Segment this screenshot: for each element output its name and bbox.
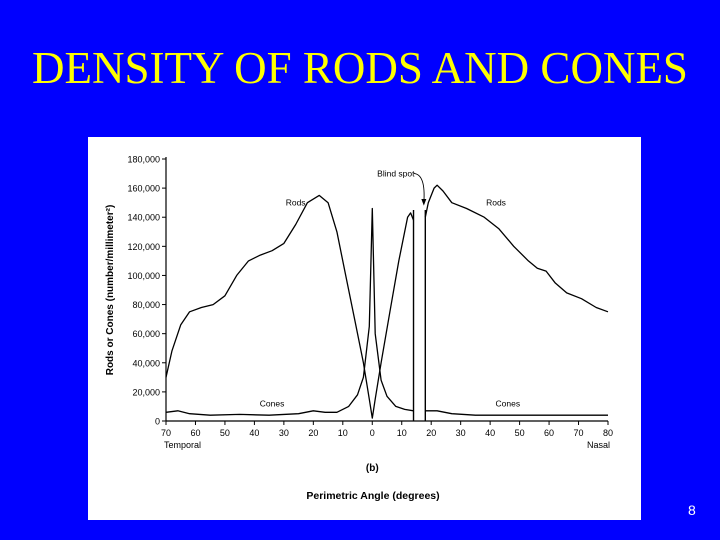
- series-label-rods: Rods: [486, 198, 506, 208]
- x-tick-label: 30: [456, 428, 466, 438]
- x-tick-label: 20: [308, 428, 318, 438]
- chart-labels: Temporal Nasal (b) Perimetric Angle (degree…: [105, 168, 610, 502]
- series-label-cones: Cones: [496, 398, 521, 408]
- x-tick-label: 20: [426, 428, 436, 438]
- series-label-cones: Cones: [260, 398, 285, 408]
- series-line-cones: [425, 410, 608, 416]
- x-tick-label: 70: [161, 428, 171, 438]
- series-label-rods: Rods: [286, 198, 306, 208]
- x-end-label-nasal: Nasal: [587, 440, 610, 450]
- slide-title: DENSITY OF RODS AND CONES: [32, 43, 688, 93]
- x-tick-label: 10: [338, 428, 348, 438]
- panel-label: (b): [366, 463, 379, 474]
- x-tick-label: 0: [370, 428, 375, 438]
- series-line-rods: [165, 194, 415, 419]
- slide-number: 8: [688, 502, 696, 518]
- x-axis-title: Perimetric Angle (degrees): [306, 490, 439, 502]
- y-tick-label: 80,000: [132, 300, 160, 310]
- y-tick-label: 160,000: [127, 184, 160, 194]
- blind-spot-arrow: [413, 173, 425, 203]
- y-axis-title: Rods or Cones (number/millimeter²): [105, 205, 116, 376]
- y-tick-label: 100,000: [127, 271, 160, 281]
- x-tick-label: 10: [397, 428, 407, 438]
- x-tick-label: 80: [603, 428, 613, 438]
- x-tick-label: 60: [544, 428, 554, 438]
- y-tick-label: 20,000: [132, 387, 160, 397]
- x-end-label-temporal: Temporal: [164, 440, 201, 450]
- y-tick-label: 0: [155, 417, 160, 427]
- chart-axes: [165, 157, 608, 422]
- y-tick-label: 140,000: [127, 213, 160, 223]
- blind-spot-arrowhead: [421, 199, 427, 206]
- x-tick-label: 50: [220, 428, 230, 438]
- y-tick-label: 120,000: [127, 242, 160, 252]
- x-tick-label: 40: [249, 428, 259, 438]
- y-tick-label: 40,000: [132, 358, 160, 368]
- x-tick-label: 30: [279, 428, 289, 438]
- series-line-cones: [165, 207, 414, 416]
- density-chart: 0 20,000 40,000 60,000 80,000 100,000 120,000 1…: [105, 155, 613, 503]
- chart-ticks: 0 20,000 40,000 60,000 80,000 100,000 120,000 1…: [127, 155, 613, 439]
- y-tick-label: 180,000: [127, 155, 160, 165]
- x-tick-label: 60: [190, 428, 200, 438]
- x-tick-label: 50: [515, 428, 525, 438]
- chart-series: [165, 184, 609, 421]
- y-tick-label: 60,000: [132, 329, 160, 339]
- x-tick-label: 70: [574, 428, 584, 438]
- x-tick-label: 40: [485, 428, 495, 438]
- blind-spot-label: Blind spot: [377, 168, 415, 178]
- series-line-rods: [424, 184, 609, 313]
- chart-panel: 0 20,000 40,000 60,000 80,000 100,000 120,000 1…: [88, 137, 641, 520]
